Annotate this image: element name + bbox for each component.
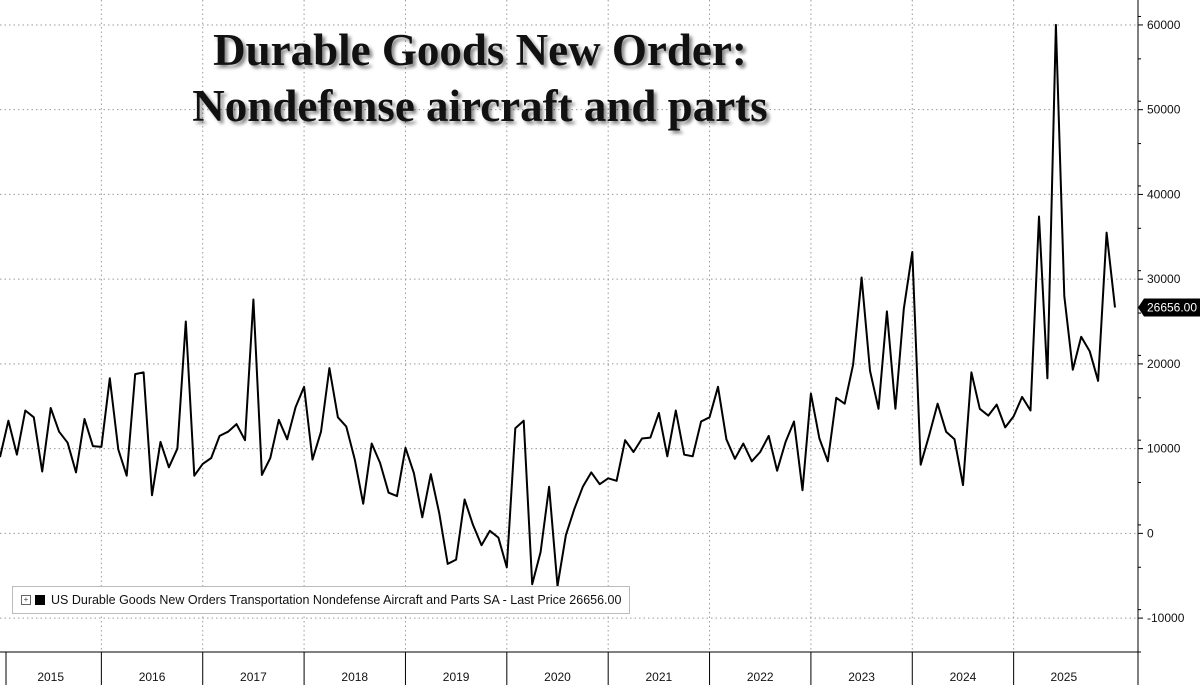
y-tick-label: 50000 <box>1147 103 1181 117</box>
x-tick-label: 2021 <box>646 670 673 684</box>
plot-frame <box>0 0 1139 685</box>
x-tick-label: 2017 <box>240 670 267 684</box>
x-tick-label: 2024 <box>950 670 977 684</box>
chart-title-line-2: Nondefense aircraft and parts <box>192 81 768 131</box>
legend[interactable]: + US Durable Goods New Orders Transporta… <box>12 586 631 614</box>
grid <box>0 0 1138 652</box>
x-tick-label: 2022 <box>747 670 774 684</box>
x-tick-label: 2025 <box>1050 670 1077 684</box>
y-tick-label: 60000 <box>1147 18 1181 32</box>
x-tick-label: 2018 <box>341 670 368 684</box>
x-tick-label: 2019 <box>443 670 470 684</box>
x-tick-label: 2016 <box>139 670 166 684</box>
y-tick-label: -10000 <box>1147 611 1185 625</box>
y-tick-label: 0 <box>1147 526 1154 540</box>
series-line <box>0 23 1116 587</box>
series-layer <box>0 23 1116 587</box>
last-price-label: 26656.00 <box>1138 298 1200 317</box>
legend-label: US Durable Goods New Orders Transportati… <box>51 593 622 607</box>
x-tick-label: 2023 <box>848 670 875 684</box>
x-tick-label: 2015 <box>37 670 64 684</box>
y-tick-label: 20000 <box>1147 357 1181 371</box>
last-price-text: 26656.00 <box>1147 300 1197 314</box>
x-axis: 2015 2016 2017 2018 2019 2020 2021 2022 2023 2024… <box>5 652 1077 685</box>
last-price-badge <box>1138 298 1200 317</box>
chart-title-line-1: Durable Goods New Order: <box>213 25 747 75</box>
y-tick-label: 10000 <box>1147 442 1181 456</box>
y-tick-label: 30000 <box>1147 272 1181 286</box>
y-axis: -10000 0 10000 20000 30000 40000 50000 60000 266… <box>1138 15 1200 653</box>
y-tick-label: 40000 <box>1147 187 1181 201</box>
legend-swatch <box>35 595 45 605</box>
x-tick-label: 2020 <box>544 670 571 684</box>
expand-icon[interactable]: + <box>21 595 31 605</box>
